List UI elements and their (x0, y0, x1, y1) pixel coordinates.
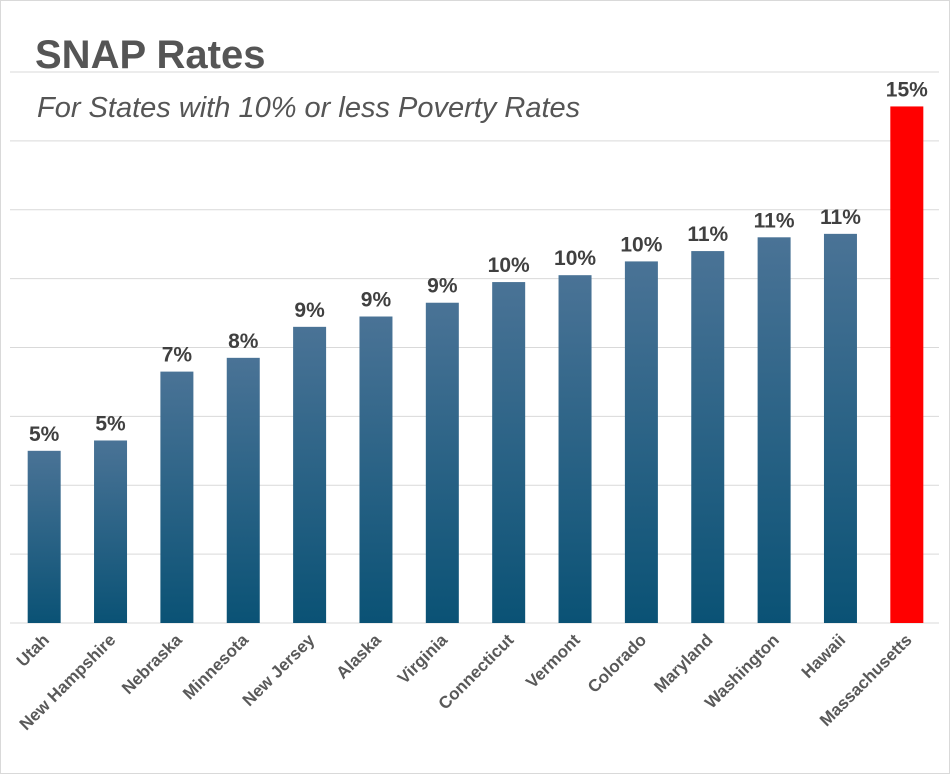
gridlines (10, 71, 939, 624)
data-label: 11% (687, 223, 728, 246)
bar-nebraska (160, 371, 194, 623)
bar-massachusetts (890, 106, 924, 623)
x-tick-label: Utah (13, 630, 53, 670)
data-label: 9% (427, 275, 458, 298)
data-label: 9% (294, 299, 325, 322)
data-labels: 5% 5% 7% 8% 9% 9% 9% 10% 10% 10% 11% 11% 11% 15% (29, 78, 928, 445)
data-label: 7% (162, 344, 193, 367)
data-label: 10% (488, 254, 530, 277)
x-tick-label: New Jersey (239, 630, 319, 710)
chart-title: SNAP Rates (35, 33, 265, 77)
bar-new-jersey (293, 326, 327, 623)
bar-new-hampshire (94, 440, 128, 623)
bar-colorado (624, 261, 658, 623)
bar-virginia (425, 302, 459, 623)
data-label: 9% (361, 289, 392, 312)
data-label: 10% (620, 233, 662, 256)
x-tick-label: Hawaii (798, 630, 850, 682)
data-label: 5% (95, 412, 126, 435)
x-tick-label: Vermont (522, 630, 584, 692)
bar-minnesota (226, 357, 260, 623)
x-tick-label: Minnesota (179, 630, 252, 703)
data-label: 8% (228, 330, 259, 353)
x-tick-label: Colorado (584, 630, 650, 696)
x-tick-label: Nebraska (118, 630, 186, 698)
x-tick-label: Alaska (333, 630, 386, 683)
bar-vermont (558, 275, 592, 623)
data-label: 5% (29, 423, 60, 446)
bar-hawaii (823, 233, 857, 623)
data-label: 11% (820, 206, 861, 229)
bars (27, 106, 924, 624)
bar-maryland (691, 251, 725, 623)
x-tick-label: Maryland (650, 630, 716, 696)
data-label: 10% (554, 247, 596, 270)
chart-subtitle: For States with 10% or less Poverty Rate… (37, 92, 580, 124)
data-label: 11% (754, 209, 795, 232)
x-tick-label: Virginia (394, 630, 452, 688)
bar-washington (757, 237, 791, 624)
bar-connecticut (492, 282, 526, 623)
data-label: 15% (886, 78, 928, 101)
bar-utah (27, 450, 61, 623)
bar-alaska (359, 316, 393, 623)
